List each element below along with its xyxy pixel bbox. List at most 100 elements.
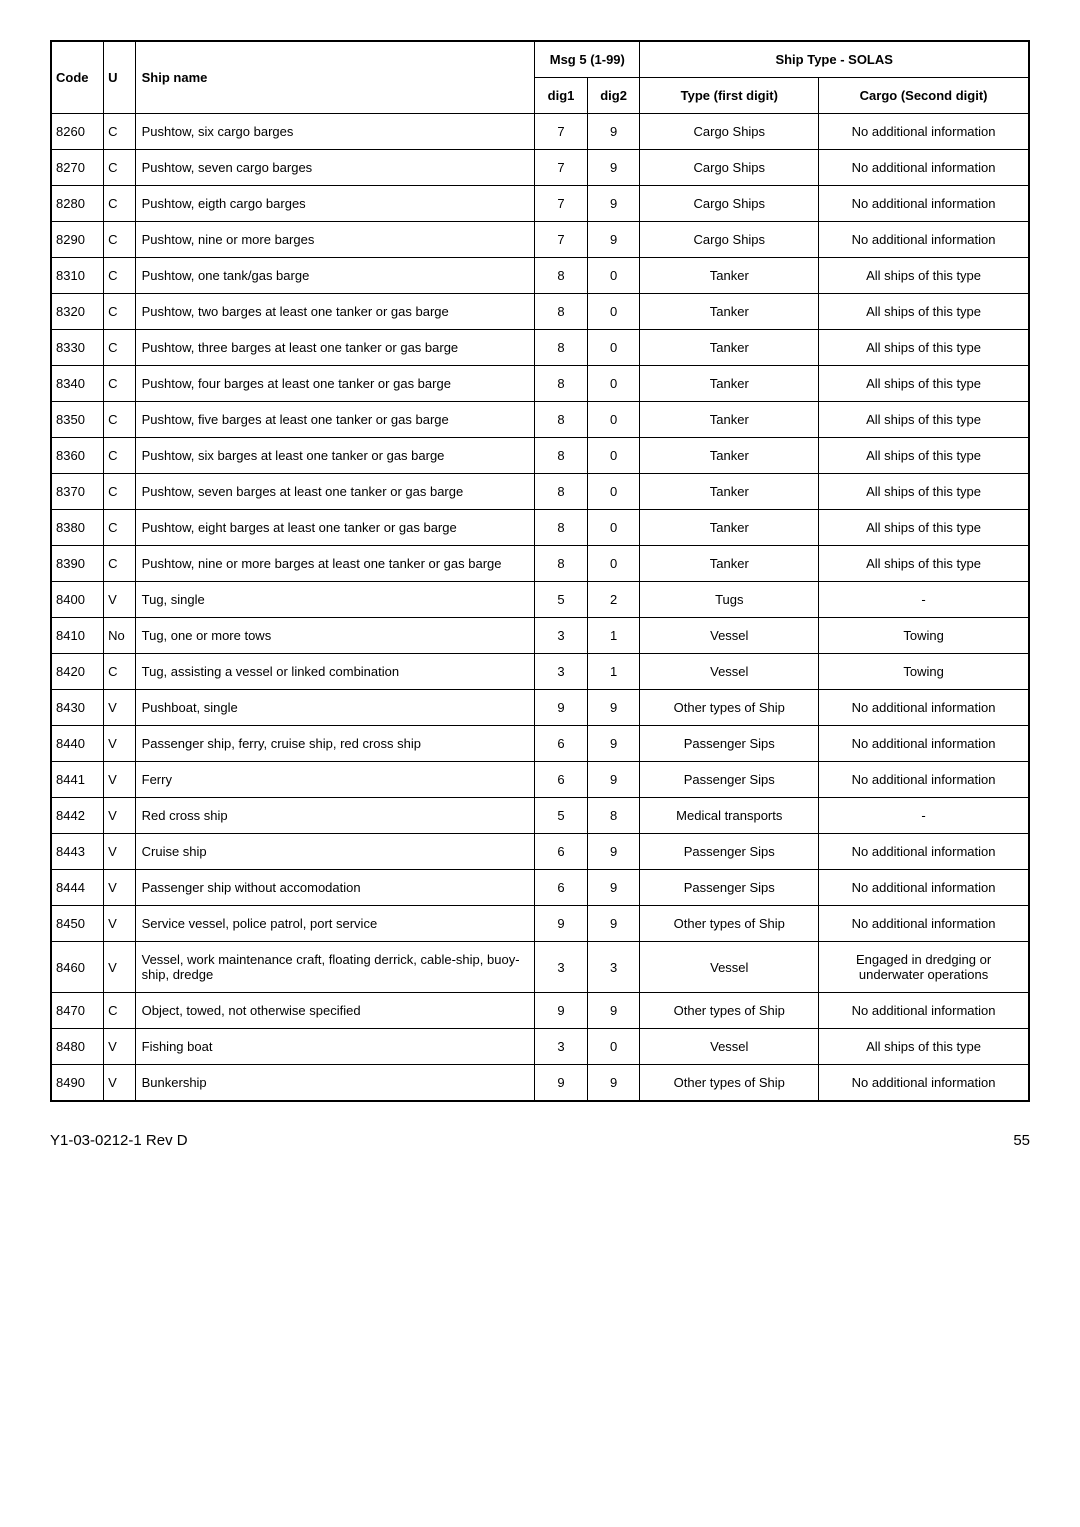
cell-ship-name: Tug, one or more tows bbox=[135, 618, 535, 654]
cell-u: V bbox=[104, 834, 136, 870]
header-msg-group: Msg 5 (1-99) bbox=[535, 41, 640, 78]
table-row: 8260CPushtow, six cargo barges79Cargo Sh… bbox=[51, 114, 1029, 150]
cell-type: Other types of Ship bbox=[640, 1065, 819, 1102]
cell-code: 8370 bbox=[51, 474, 104, 510]
cell-type: Vessel bbox=[640, 1029, 819, 1065]
cell-cargo: All ships of this type bbox=[819, 402, 1029, 438]
cell-u: C bbox=[104, 186, 136, 222]
cell-u: V bbox=[104, 906, 136, 942]
cell-dig2: 0 bbox=[587, 294, 640, 330]
cell-u: C bbox=[104, 258, 136, 294]
cell-code: 8410 bbox=[51, 618, 104, 654]
cell-type: Medical transports bbox=[640, 798, 819, 834]
cell-ship-name: Bunkership bbox=[135, 1065, 535, 1102]
cell-u: C bbox=[104, 222, 136, 258]
cell-cargo: All ships of this type bbox=[819, 294, 1029, 330]
cell-code: 8450 bbox=[51, 906, 104, 942]
cell-dig2: 0 bbox=[587, 474, 640, 510]
table-row: 8360CPushtow, six barges at least one ta… bbox=[51, 438, 1029, 474]
cell-cargo: All ships of this type bbox=[819, 1029, 1029, 1065]
cell-cargo: No additional information bbox=[819, 150, 1029, 186]
cell-code: 8442 bbox=[51, 798, 104, 834]
table-row: 8380CPushtow, eight barges at least one … bbox=[51, 510, 1029, 546]
cell-code: 8490 bbox=[51, 1065, 104, 1102]
cell-cargo: All ships of this type bbox=[819, 546, 1029, 582]
cell-type: Tanker bbox=[640, 438, 819, 474]
cell-dig1: 7 bbox=[535, 114, 588, 150]
header-cargo-second: Cargo (Second digit) bbox=[819, 78, 1029, 114]
cell-dig2: 0 bbox=[587, 510, 640, 546]
cell-ship-name: Ferry bbox=[135, 762, 535, 798]
table-row: 8320CPushtow, two barges at least one ta… bbox=[51, 294, 1029, 330]
cell-code: 8444 bbox=[51, 870, 104, 906]
cell-dig1: 9 bbox=[535, 906, 588, 942]
cell-ship-name: Pushtow, three barges at least one tanke… bbox=[135, 330, 535, 366]
cell-ship-name: Pushtow, four barges at least one tanker… bbox=[135, 366, 535, 402]
cell-type: Tugs bbox=[640, 582, 819, 618]
cell-u: V bbox=[104, 582, 136, 618]
table-row: 8370CPushtow, seven barges at least one … bbox=[51, 474, 1029, 510]
cell-cargo: All ships of this type bbox=[819, 330, 1029, 366]
cell-dig2: 0 bbox=[587, 402, 640, 438]
cell-code: 8440 bbox=[51, 726, 104, 762]
cell-code: 8290 bbox=[51, 222, 104, 258]
table-row: 8350CPushtow, five barges at least one t… bbox=[51, 402, 1029, 438]
table-row: 8420CTug, assisting a vessel or linked c… bbox=[51, 654, 1029, 690]
cell-dig2: 0 bbox=[587, 438, 640, 474]
cell-type: Tanker bbox=[640, 474, 819, 510]
table-row: 8340CPushtow, four barges at least one t… bbox=[51, 366, 1029, 402]
cell-code: 8430 bbox=[51, 690, 104, 726]
cell-u: No bbox=[104, 618, 136, 654]
cell-dig2: 0 bbox=[587, 330, 640, 366]
cell-ship-name: Pushtow, nine or more barges bbox=[135, 222, 535, 258]
cell-dig2: 9 bbox=[587, 186, 640, 222]
cell-cargo: No additional information bbox=[819, 870, 1029, 906]
cell-code: 8360 bbox=[51, 438, 104, 474]
cell-code: 8441 bbox=[51, 762, 104, 798]
cell-dig2: 0 bbox=[587, 258, 640, 294]
table-row: 8310CPushtow, one tank/gas barge80Tanker… bbox=[51, 258, 1029, 294]
cell-type: Tanker bbox=[640, 402, 819, 438]
header-type-first: Type (first digit) bbox=[640, 78, 819, 114]
cell-dig1: 6 bbox=[535, 834, 588, 870]
cell-dig1: 5 bbox=[535, 798, 588, 834]
cell-cargo: All ships of this type bbox=[819, 258, 1029, 294]
cell-cargo: All ships of this type bbox=[819, 510, 1029, 546]
cell-u: V bbox=[104, 1029, 136, 1065]
cell-u: C bbox=[104, 510, 136, 546]
cell-ship-name: Vessel, work maintenance craft, floating… bbox=[135, 942, 535, 993]
cell-dig2: 9 bbox=[587, 726, 640, 762]
cell-dig2: 9 bbox=[587, 870, 640, 906]
cell-code: 8420 bbox=[51, 654, 104, 690]
cell-dig1: 5 bbox=[535, 582, 588, 618]
cell-dig1: 9 bbox=[535, 1065, 588, 1102]
table-row: 8400VTug, single52Tugs- bbox=[51, 582, 1029, 618]
cell-u: C bbox=[104, 654, 136, 690]
cell-ship-name: Pushtow, seven cargo barges bbox=[135, 150, 535, 186]
cell-code: 8270 bbox=[51, 150, 104, 186]
cell-u: C bbox=[104, 366, 136, 402]
cell-cargo: No additional information bbox=[819, 762, 1029, 798]
table-row: 8280CPushtow, eigth cargo barges79Cargo … bbox=[51, 186, 1029, 222]
cell-dig1: 9 bbox=[535, 993, 588, 1029]
cell-dig2: 9 bbox=[587, 114, 640, 150]
cell-dig2: 8 bbox=[587, 798, 640, 834]
cell-dig1: 8 bbox=[535, 258, 588, 294]
cell-dig2: 1 bbox=[587, 618, 640, 654]
cell-code: 8470 bbox=[51, 993, 104, 1029]
table-row: 8270CPushtow, seven cargo barges79Cargo … bbox=[51, 150, 1029, 186]
cell-dig2: 9 bbox=[587, 1065, 640, 1102]
cell-cargo: Engaged in dredging or underwater operat… bbox=[819, 942, 1029, 993]
cell-ship-name: Cruise ship bbox=[135, 834, 535, 870]
cell-cargo: - bbox=[819, 582, 1029, 618]
cell-dig1: 8 bbox=[535, 474, 588, 510]
table-row: 8290CPushtow, nine or more barges79Cargo… bbox=[51, 222, 1029, 258]
cell-u: C bbox=[104, 114, 136, 150]
cell-u: C bbox=[104, 438, 136, 474]
cell-dig2: 9 bbox=[587, 834, 640, 870]
cell-type: Tanker bbox=[640, 294, 819, 330]
cell-cargo: No additional information bbox=[819, 186, 1029, 222]
cell-ship-name: Pushtow, one tank/gas barge bbox=[135, 258, 535, 294]
cell-ship-name: Pushtow, eight barges at least one tanke… bbox=[135, 510, 535, 546]
cell-dig2: 9 bbox=[587, 906, 640, 942]
